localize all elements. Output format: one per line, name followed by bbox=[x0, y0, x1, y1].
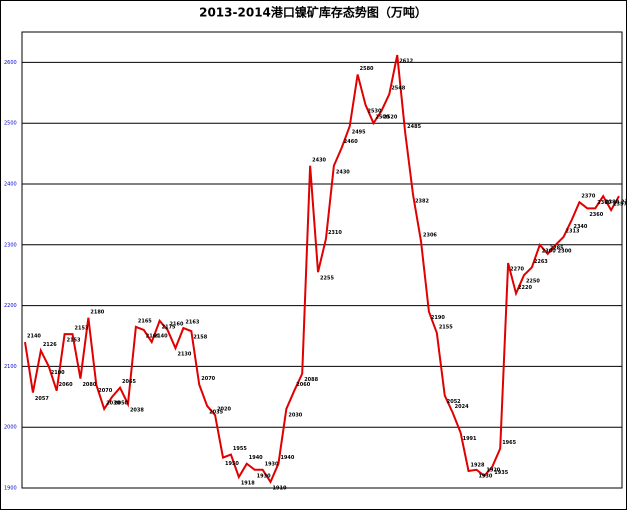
data-label: 2310 bbox=[328, 230, 342, 236]
data-label: 1991 bbox=[463, 436, 477, 442]
data-label: 2165 bbox=[138, 318, 152, 324]
chart-title: 2013-2014港口镍矿库存态势图（万吨） bbox=[199, 5, 427, 20]
data-label: 2520 bbox=[383, 115, 397, 121]
data-label: 2612 bbox=[399, 59, 413, 65]
y-tick-label: 2300 bbox=[4, 242, 17, 248]
y-tick-label: 2500 bbox=[4, 121, 17, 127]
data-label: 2380 bbox=[621, 200, 627, 206]
data-label: 2020 bbox=[217, 407, 231, 413]
data-label: 2495 bbox=[352, 130, 366, 136]
data-label: 1910 bbox=[273, 485, 287, 491]
data-label: 2130 bbox=[177, 352, 191, 358]
data-label: 2160 bbox=[170, 321, 184, 327]
data-label: 2548 bbox=[391, 86, 405, 92]
y-tick-label: 2200 bbox=[4, 303, 17, 309]
y-tick-label: 2000 bbox=[4, 425, 17, 431]
data-label: 2285 bbox=[550, 245, 564, 251]
data-label: 1930 bbox=[257, 473, 271, 479]
data-label: 1940 bbox=[280, 455, 294, 461]
data-label: 2057 bbox=[35, 396, 49, 402]
data-label: 2306 bbox=[423, 233, 437, 239]
data-label: 1965 bbox=[502, 440, 516, 446]
data-label: 2460 bbox=[344, 139, 358, 145]
data-line bbox=[24, 54, 620, 485]
data-label: 2313 bbox=[566, 228, 580, 234]
data-label: 2300 bbox=[542, 248, 556, 254]
data-label: 2153 bbox=[67, 338, 81, 344]
data-label: 1928 bbox=[471, 462, 485, 468]
data-label: 1955 bbox=[233, 446, 247, 452]
data-label: 1930 bbox=[265, 461, 279, 467]
data-label: 2500 bbox=[375, 115, 389, 121]
data-label: 2126 bbox=[43, 342, 57, 348]
data-label: 2065 bbox=[122, 379, 136, 385]
data-label: 2140 bbox=[27, 334, 41, 340]
data-label: 2263 bbox=[534, 259, 548, 265]
data-label: 2160 bbox=[146, 333, 160, 339]
y-tick-label: 1900 bbox=[4, 486, 17, 492]
data-label: 2175 bbox=[162, 324, 176, 330]
y-tick-label: 2400 bbox=[4, 182, 17, 188]
data-label: 2080 bbox=[82, 382, 96, 388]
data-label: 2088 bbox=[304, 377, 318, 383]
data-label: 2140 bbox=[154, 334, 168, 340]
y-tick-label: 2100 bbox=[4, 364, 17, 370]
data-label: 2360 bbox=[589, 212, 603, 218]
data-label: 2430 bbox=[336, 169, 350, 175]
data-label: 1935 bbox=[494, 470, 508, 476]
data-label: 2050 bbox=[114, 400, 128, 406]
data-label: 2060 bbox=[296, 382, 310, 388]
data-label: 1950 bbox=[225, 461, 239, 467]
y-tick-label: 2600 bbox=[4, 60, 17, 66]
data-label: 2038 bbox=[130, 408, 144, 414]
data-label: 2030 bbox=[288, 412, 302, 418]
data-label: 2024 bbox=[455, 404, 469, 410]
data-label: 2340 bbox=[573, 224, 587, 230]
data-label: 2220 bbox=[518, 285, 532, 291]
data-label: 2190 bbox=[431, 315, 445, 321]
data-label: 2153 bbox=[75, 326, 89, 332]
data-label: 2360 bbox=[597, 200, 611, 206]
data-label: 2052 bbox=[447, 399, 461, 405]
data-label: 2357 bbox=[613, 202, 627, 208]
data-label: 2180 bbox=[90, 309, 104, 315]
data-label: 2580 bbox=[360, 66, 374, 72]
data-label: 2530 bbox=[368, 108, 382, 114]
data-label: 2270 bbox=[510, 267, 524, 273]
data-label: 1918 bbox=[241, 481, 255, 487]
data-label: 2250 bbox=[526, 279, 540, 285]
data-label: 1920 bbox=[486, 467, 500, 473]
data-label: 2380 bbox=[605, 200, 619, 206]
data-label: 2035 bbox=[209, 409, 223, 415]
data-label: 2163 bbox=[185, 320, 199, 326]
data-label: 2255 bbox=[320, 276, 334, 282]
data-label: 2370 bbox=[581, 194, 595, 200]
data-label: 2158 bbox=[193, 335, 207, 341]
data-label: 2382 bbox=[415, 198, 429, 204]
data-label: 1930 bbox=[478, 473, 492, 479]
data-label: 2060 bbox=[59, 382, 73, 388]
data-label: 2300 bbox=[558, 248, 572, 254]
data-label: 2100 bbox=[51, 370, 65, 376]
data-label: 2430 bbox=[312, 157, 326, 163]
data-label: 2070 bbox=[201, 376, 215, 382]
data-label: 2155 bbox=[439, 324, 453, 330]
data-label: 2030 bbox=[106, 400, 120, 406]
data-label: 2485 bbox=[407, 124, 421, 130]
data-label: 1940 bbox=[249, 455, 263, 461]
data-label: 2070 bbox=[98, 388, 112, 394]
